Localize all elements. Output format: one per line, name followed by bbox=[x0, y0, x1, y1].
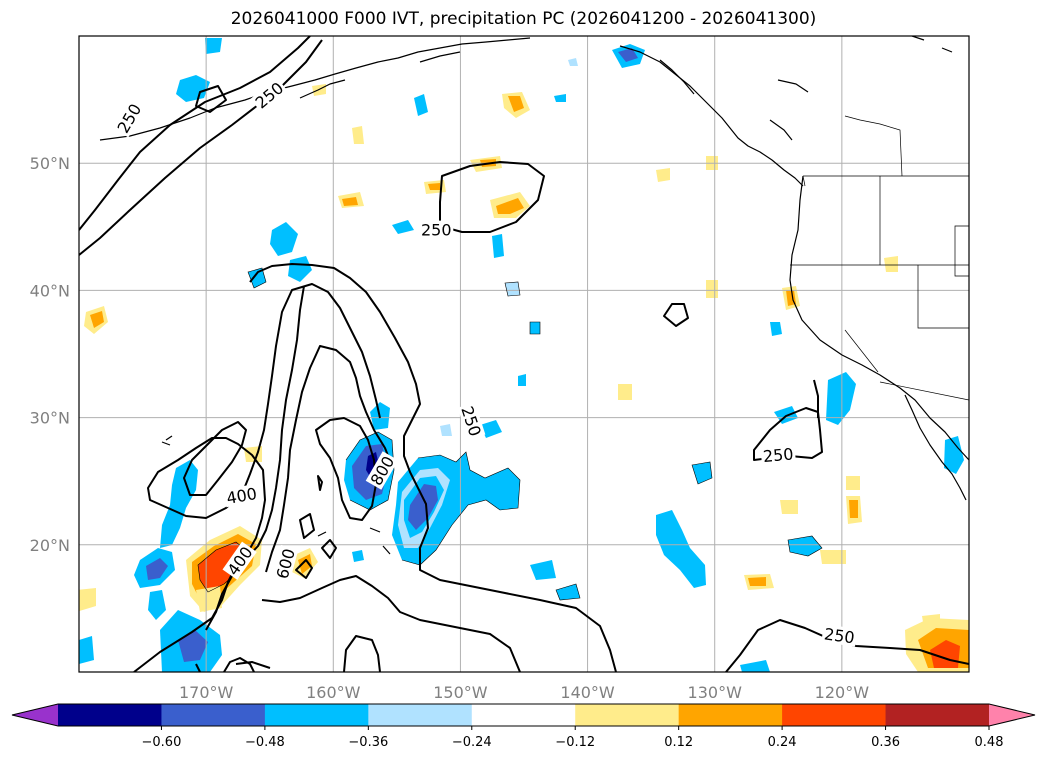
colorbar-tick-label: 0.36 bbox=[871, 735, 900, 750]
contour-label: 250 bbox=[821, 624, 858, 647]
colorbar-tick-label: 0.48 bbox=[975, 735, 1004, 750]
colorbar-segment bbox=[885, 704, 990, 726]
colorbar-tick-label: −0.24 bbox=[452, 735, 492, 750]
contour-label-text: 250 bbox=[762, 444, 794, 466]
longitude-labels: 170°W 160°W 150°W 140°W 130°W 120°W bbox=[179, 683, 869, 702]
longitude-tick-label: 150°W bbox=[433, 683, 488, 702]
colorbar-segment bbox=[368, 704, 473, 726]
political-borders bbox=[790, 115, 969, 401]
colorbar-segment bbox=[575, 704, 680, 726]
contour-label: 400 bbox=[223, 483, 260, 508]
longitude-tick-label: 120°W bbox=[815, 683, 870, 702]
latitude-tick-label: 50°N bbox=[30, 154, 70, 173]
contour-label-text: 250 bbox=[823, 624, 856, 647]
colorbar-tick-label: −0.60 bbox=[142, 735, 182, 750]
latitude-labels: 20°N 30°N 40°N 50°N bbox=[30, 154, 70, 555]
longitude-tick-label: 140°W bbox=[560, 683, 615, 702]
coastlines bbox=[99, 36, 969, 555]
map-frame bbox=[78, 35, 970, 673]
map-title: 2026041000 F000 IVT, precipitation PC (2… bbox=[230, 9, 817, 29]
colorbar-extend-low bbox=[12, 704, 58, 726]
colorbar-segment bbox=[58, 704, 162, 726]
colorbar-outline bbox=[11, 703, 1036, 727]
colorbar-segment bbox=[678, 704, 783, 726]
colorbar-extend-high bbox=[989, 704, 1035, 726]
longitude-tick-label: 170°W bbox=[179, 683, 234, 702]
colorbar-segment bbox=[782, 704, 887, 726]
colorbar: −0.60 −0.48 −0.36 −0.24 −0.12 0.12 0.24 0.36 0.4… bbox=[11, 703, 1036, 750]
colorbar-tick-label: −0.48 bbox=[245, 735, 285, 750]
colorbar-tick-label: −0.12 bbox=[555, 735, 595, 750]
colorbar-segment bbox=[161, 704, 266, 726]
latitude-tick-label: 20°N bbox=[30, 536, 70, 555]
contour-label: 250 bbox=[760, 444, 796, 466]
longitude-tick-label: 130°W bbox=[688, 683, 743, 702]
longitude-tick-label: 160°W bbox=[306, 683, 361, 702]
ivt-contours bbox=[79, 36, 969, 672]
colorbar-segment bbox=[471, 704, 576, 726]
colorbar-segment bbox=[264, 704, 369, 726]
colorbar-tick-label: 0.24 bbox=[768, 735, 797, 750]
colorbar-tick-label: 0.12 bbox=[664, 735, 693, 750]
graticule bbox=[79, 36, 969, 672]
contour-label-text: 250 bbox=[421, 221, 452, 240]
colorbar-tick-label: −0.36 bbox=[348, 735, 388, 750]
latitude-tick-label: 30°N bbox=[30, 409, 70, 428]
latitude-tick-label: 40°N bbox=[30, 281, 70, 300]
contour-label: 250 bbox=[419, 220, 454, 240]
